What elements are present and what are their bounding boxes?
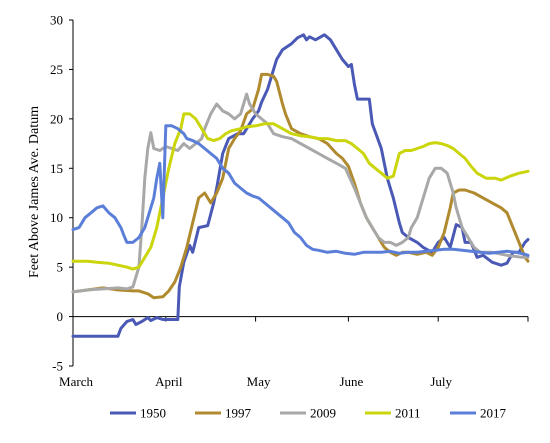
y-tick-label: 5 (57, 260, 64, 275)
y-axis-label: Feet Above James Ave. Datum (27, 106, 42, 278)
series-line-2017 (71, 124, 530, 257)
y-tick-label: 15 (50, 161, 63, 176)
y-tick-label: -5 (52, 359, 63, 374)
x-tick-label: July (430, 374, 452, 389)
legend: 1950 1997 2009 2011 2017 (110, 406, 507, 421)
series-lines (71, 33, 530, 338)
legend-label-2011: 2011 (395, 406, 421, 421)
legend-label-1950: 1950 (140, 406, 166, 421)
x-tick-label: April (155, 374, 183, 389)
legend-label-1997: 1997 (225, 406, 252, 421)
x-tick-label: March (59, 374, 93, 389)
y-tick-label: 25 (50, 62, 63, 77)
y-tick-label: 10 (50, 210, 63, 225)
legend-label-2017: 2017 (480, 406, 507, 421)
x-tick-label: May (247, 374, 271, 389)
y-axis: -5 0 5 10 15 20 25 30 (50, 13, 74, 374)
y-tick-label: 0 (57, 309, 64, 324)
series-line-2009 (71, 92, 530, 294)
y-tick-label: 20 (50, 111, 63, 126)
x-axis: March April May June July (59, 316, 529, 389)
y-tick-label: 30 (50, 13, 63, 28)
series-line-1950 (71, 33, 530, 338)
x-tick-label: June (339, 374, 363, 389)
legend-label-2009: 2009 (310, 406, 336, 421)
